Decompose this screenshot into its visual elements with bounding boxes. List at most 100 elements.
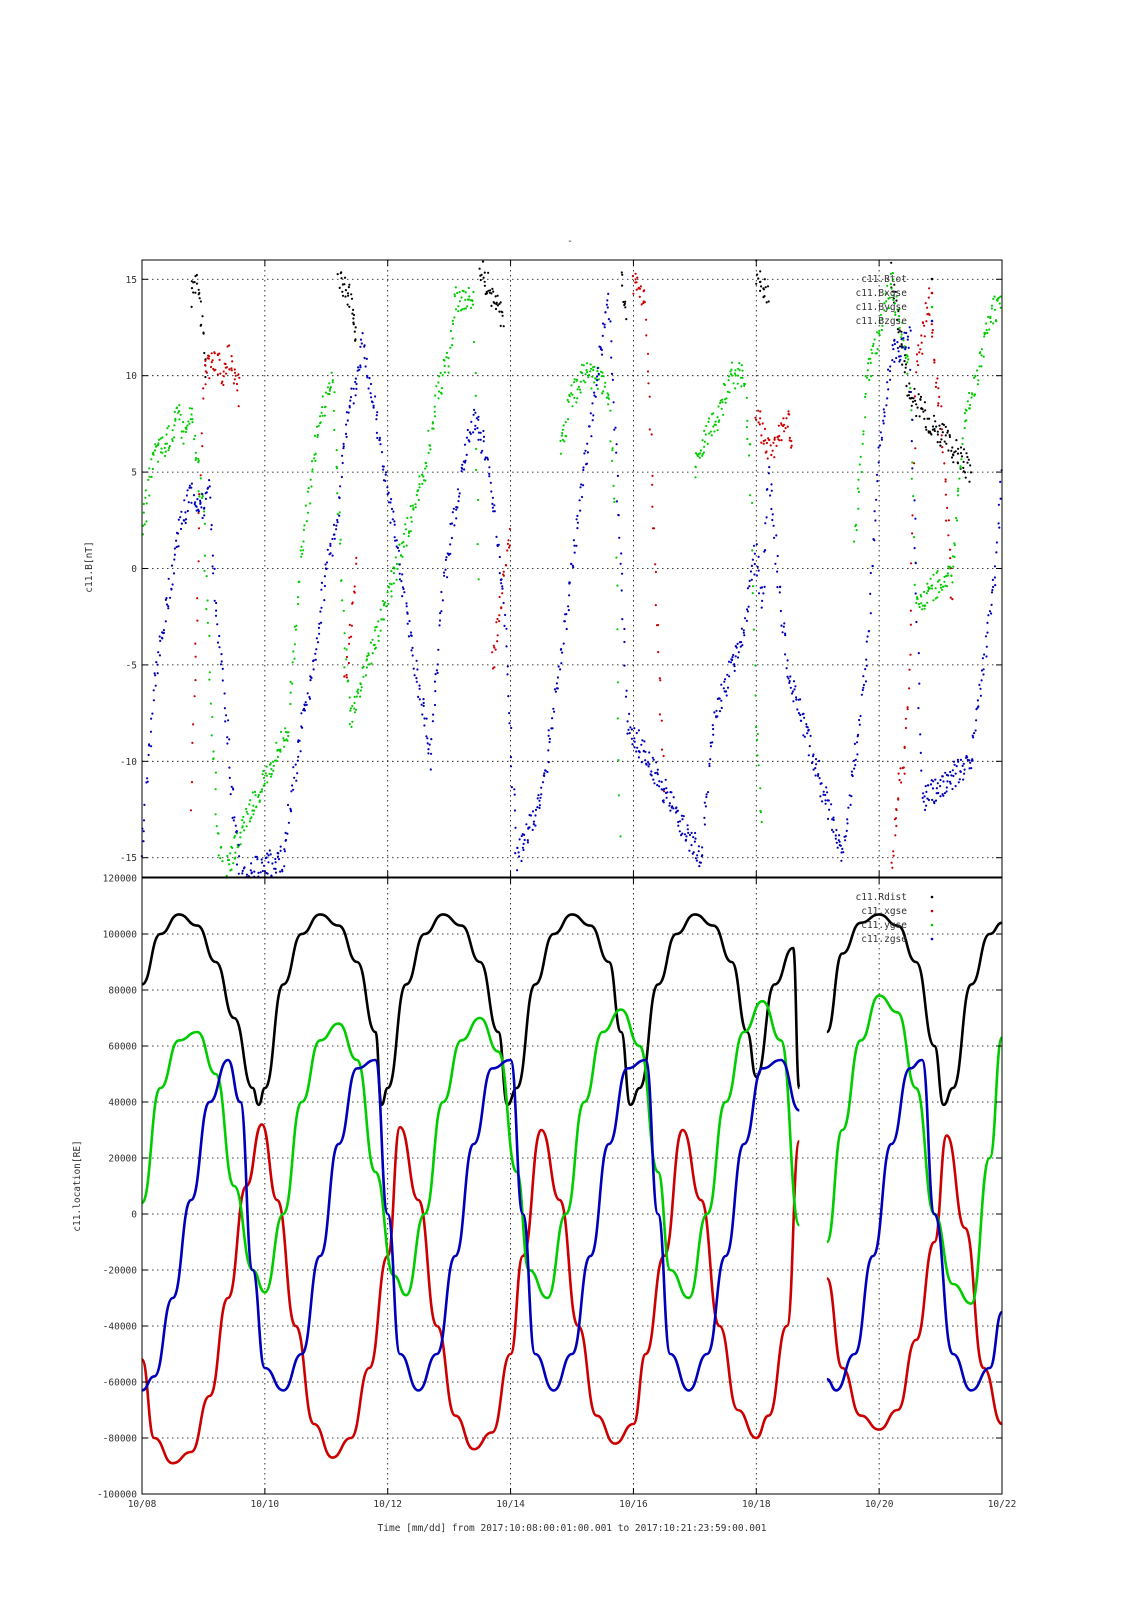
series-point	[752, 544, 756, 547]
series-point	[937, 791, 940, 795]
series-point	[892, 278, 895, 281]
series-point	[968, 767, 971, 770]
series-point	[508, 527, 511, 531]
series-point	[194, 434, 197, 437]
series-point	[930, 323, 933, 326]
series-point	[697, 850, 700, 853]
series-point	[477, 431, 481, 434]
series-point	[973, 393, 977, 396]
series-point	[453, 295, 456, 298]
series-point	[631, 275, 635, 278]
series-point	[200, 323, 203, 326]
y-tick-label: -80000	[103, 1434, 138, 1445]
series-point	[568, 581, 571, 584]
series-point	[934, 799, 938, 802]
series-point	[943, 440, 946, 443]
series-point	[142, 840, 145, 843]
series-point	[182, 430, 185, 433]
series-point	[164, 450, 167, 453]
series-point	[924, 409, 927, 412]
series-point	[637, 756, 641, 759]
series-point	[347, 411, 350, 414]
series-point	[299, 549, 302, 552]
series-point	[600, 348, 604, 351]
series-point	[407, 531, 410, 535]
series-point	[911, 400, 915, 403]
series-point	[923, 324, 926, 327]
series-point	[210, 361, 213, 364]
series-point	[588, 425, 591, 428]
series-point	[942, 794, 945, 797]
series-point	[202, 387, 205, 390]
series-point	[864, 680, 868, 683]
series-point	[433, 680, 437, 683]
series-line	[141, 913, 801, 1107]
series-point	[455, 508, 458, 511]
series-point	[221, 860, 224, 863]
series-point	[232, 819, 235, 822]
series-point	[991, 578, 995, 582]
series-point	[355, 382, 358, 386]
series-point	[505, 564, 508, 567]
series-point	[582, 468, 585, 472]
series-point	[854, 764, 857, 767]
series-point	[790, 692, 794, 695]
series-point	[225, 372, 228, 375]
series-point	[855, 529, 858, 532]
series-point	[631, 743, 634, 746]
series-point	[872, 342, 875, 345]
series-point	[547, 734, 550, 737]
series-point	[701, 454, 704, 457]
series-point	[143, 523, 146, 526]
series-point	[921, 604, 925, 607]
series-point	[185, 426, 188, 429]
series-point	[430, 738, 433, 741]
series-point	[336, 273, 339, 276]
series-point	[245, 810, 248, 813]
series-point	[214, 771, 217, 774]
series-point	[562, 642, 565, 645]
series-point	[241, 819, 244, 822]
series-point	[601, 392, 604, 395]
series-point	[208, 377, 211, 380]
series-point	[932, 780, 935, 783]
series-point	[205, 371, 208, 374]
legend-marker	[930, 909, 934, 913]
series-point	[348, 283, 351, 286]
series-point	[438, 619, 442, 622]
series-point	[380, 451, 384, 454]
series-point	[919, 395, 923, 398]
series-point	[623, 640, 626, 644]
legend-marker	[930, 291, 934, 295]
series-point	[375, 431, 378, 434]
series-point	[471, 299, 474, 302]
series-point	[897, 350, 900, 353]
series-point	[420, 703, 423, 706]
series-point	[501, 587, 504, 590]
series-point	[626, 732, 629, 735]
series-point	[199, 477, 202, 480]
series-point	[645, 318, 648, 321]
series-point	[982, 668, 985, 671]
series-point	[771, 518, 774, 522]
series-point	[506, 542, 509, 546]
series-point	[835, 828, 838, 832]
series-point	[756, 565, 759, 569]
series-point	[353, 585, 356, 588]
series-point	[953, 544, 956, 547]
series-point	[687, 831, 690, 835]
series-point	[980, 669, 984, 672]
series-point	[185, 428, 188, 431]
series-point	[292, 766, 295, 769]
series-point	[943, 575, 946, 579]
series-point	[371, 652, 374, 655]
series-point	[237, 405, 240, 408]
series-point	[357, 692, 360, 695]
series-point	[317, 424, 320, 427]
series-point	[651, 756, 654, 759]
series-point	[784, 427, 787, 430]
series-point	[959, 465, 962, 468]
series-point	[873, 539, 876, 542]
series-point	[743, 382, 747, 386]
